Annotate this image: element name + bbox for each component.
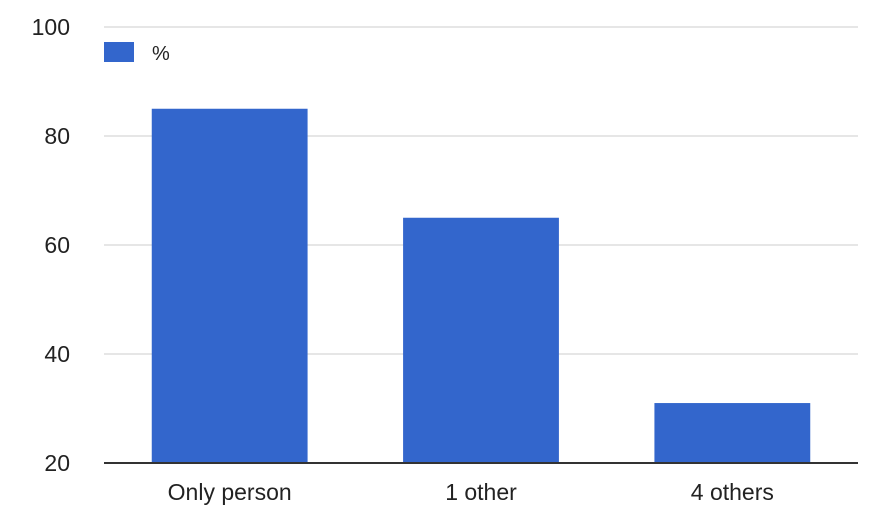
y-axis-ticks: 20 40 60 80 100	[32, 14, 70, 476]
y-tick-label: 40	[44, 341, 70, 367]
legend: %	[104, 42, 170, 65]
x-tick-label: 1 other	[445, 479, 517, 505]
bars	[151, 108, 811, 463]
x-tick-label: Only person	[168, 479, 292, 505]
legend-label: %	[152, 43, 170, 65]
y-tick-label: 100	[32, 14, 70, 40]
y-tick-label: 20	[44, 450, 70, 476]
x-tick-label: 4 others	[691, 479, 774, 505]
legend-swatch	[104, 42, 134, 62]
bar	[151, 108, 308, 463]
y-tick-label: 80	[44, 123, 70, 149]
y-tick-label: 60	[44, 232, 70, 258]
bar	[654, 403, 811, 463]
x-axis-ticks: Only person 1 other 4 others	[168, 479, 774, 505]
bar	[403, 217, 559, 463]
